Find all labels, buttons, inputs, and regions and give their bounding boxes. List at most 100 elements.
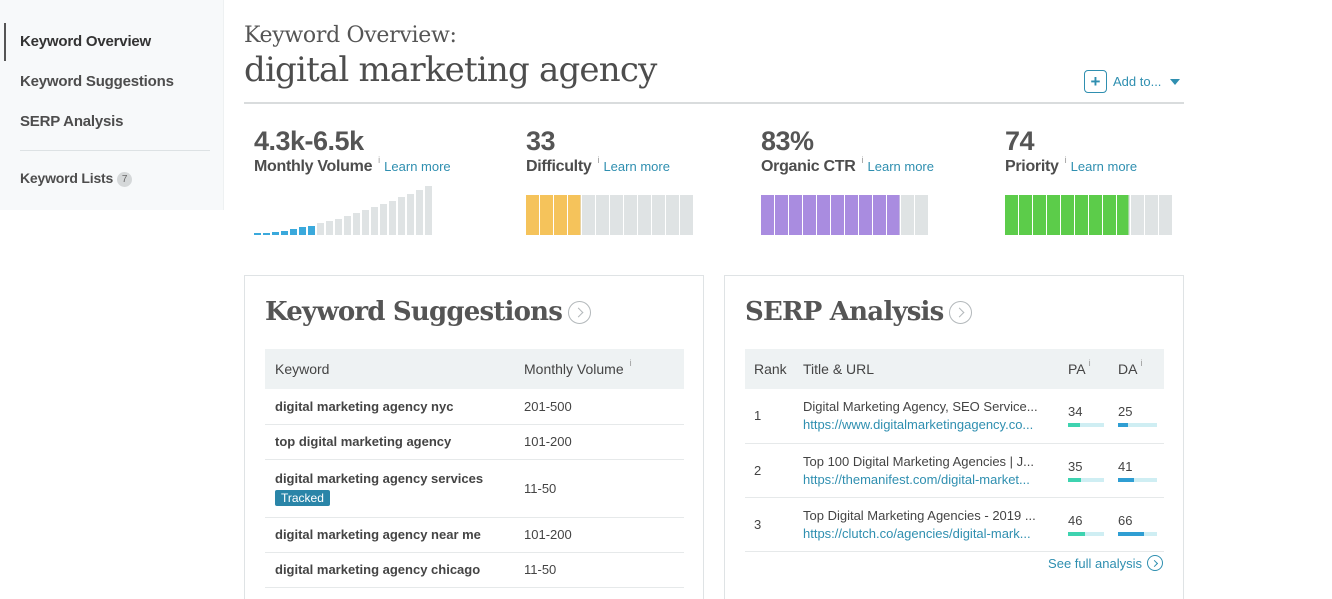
keyword-suggestions-card: Keyword Suggestions Keyword Monthly Volu… bbox=[244, 275, 704, 599]
pa-value: 35 bbox=[1068, 458, 1083, 474]
column-header-rank[interactable]: Rank bbox=[754, 361, 787, 377]
info-icon[interactable]: i bbox=[861, 155, 864, 165]
volume-step-bar bbox=[299, 227, 306, 235]
da-bar-fill bbox=[1118, 531, 1144, 536]
volume-step-bar bbox=[326, 221, 333, 235]
page-title: digital marketing agency bbox=[244, 50, 657, 90]
info-icon[interactable]: i bbox=[1064, 155, 1067, 165]
table-header-row: Rank Title & URL PA i DA i bbox=[745, 349, 1164, 389]
organic-ctr-meter bbox=[761, 195, 929, 235]
table-row[interactable]: top digital marketing agency 101-200 bbox=[265, 424, 684, 460]
table-row[interactable]: 2 Top 100 Digital Marketing Agencies | J.… bbox=[745, 443, 1164, 498]
info-icon[interactable]: i bbox=[1088, 358, 1091, 368]
column-header-title-url[interactable]: Title & URL bbox=[803, 361, 875, 377]
column-header-keyword[interactable]: Keyword bbox=[275, 361, 330, 377]
table-row[interactable]: 3 Top Digital Marketing Agencies - 2019 .… bbox=[745, 497, 1164, 552]
title-url-cell: Top 100 Digital Marketing Agencies | J..… bbox=[803, 443, 1068, 498]
difficulty-learn-more-link[interactable]: Learn more bbox=[603, 159, 670, 174]
meter-segment bbox=[1103, 195, 1116, 235]
keyword-cell[interactable]: top digital marketing agency bbox=[265, 424, 524, 460]
header-divider bbox=[244, 102, 1184, 104]
column-header-da[interactable]: DA i bbox=[1118, 349, 1164, 389]
table-row[interactable]: digital marketing agency services Tracke… bbox=[265, 459, 684, 518]
result-url-link[interactable]: https://themanifest.com/digital-market..… bbox=[803, 471, 1030, 487]
pa-bar-fill bbox=[1068, 531, 1085, 536]
result-url-link[interactable]: https://clutch.co/agencies/digital-mark.… bbox=[803, 525, 1031, 541]
pa-cell: 34 bbox=[1068, 389, 1118, 444]
meter-segment bbox=[554, 195, 567, 235]
volume-cell: 101-200 bbox=[524, 424, 684, 460]
see-full-analysis-link[interactable]: See full analysis bbox=[1048, 555, 1163, 571]
volume-cell: 101-200 bbox=[524, 517, 684, 553]
circle-arrow-right-icon[interactable] bbox=[949, 300, 973, 324]
keyword-cell[interactable]: digital marketing agency chicago bbox=[265, 552, 524, 588]
table-row[interactable]: 1 Digital Marketing Agency, SEO Service..… bbox=[745, 389, 1164, 444]
pa-value: 46 bbox=[1068, 512, 1083, 528]
meter-segment bbox=[817, 195, 830, 235]
da-bar-fill bbox=[1118, 477, 1134, 482]
column-header-pa[interactable]: PA i bbox=[1068, 349, 1118, 389]
pa-bar bbox=[1068, 423, 1104, 428]
table-header-row: Keyword Monthly Volume i bbox=[265, 349, 684, 389]
volume-step-bar bbox=[362, 210, 369, 235]
meter-segment bbox=[666, 195, 679, 235]
result-url-link[interactable]: https://www.digitalmarketingagency.co... bbox=[803, 417, 1034, 433]
info-icon[interactable]: i bbox=[378, 155, 381, 165]
rank-cell: 3 bbox=[745, 497, 803, 552]
keyword-cell[interactable]: digital marketing agency nyc bbox=[265, 389, 524, 425]
keyword-suggestions-heading[interactable]: Keyword Suggestions bbox=[265, 297, 592, 327]
meter-segment bbox=[1117, 195, 1130, 235]
circle-arrow-right-icon[interactable] bbox=[568, 300, 592, 324]
table-row[interactable]: digital marketing agency chicago 11-50 bbox=[265, 552, 684, 588]
circle-arrow-right-icon bbox=[1147, 555, 1163, 571]
monthly-volume-learn-more-link[interactable]: Learn more bbox=[384, 159, 451, 174]
volume-step-bar bbox=[263, 233, 270, 235]
difficulty-meter bbox=[526, 195, 694, 235]
meter-segment bbox=[1047, 195, 1060, 235]
priority-label: Priority bbox=[1005, 158, 1059, 175]
serp-analysis-heading[interactable]: SERP Analysis bbox=[745, 297, 973, 327]
meter-segment bbox=[873, 195, 886, 235]
organic-ctr-learn-more-link[interactable]: Learn more bbox=[867, 159, 934, 174]
column-header-monthly-volume[interactable]: Monthly Volume i bbox=[524, 349, 684, 389]
sidebar-item-keyword-lists[interactable]: Keyword Lists 7 bbox=[20, 170, 133, 187]
keyword-lists-count-badge: 7 bbox=[117, 172, 133, 187]
title-url-cell: Top Digital Marketing Agencies - 2019 ..… bbox=[803, 497, 1068, 552]
keyword-cell[interactable]: digital marketing agency services Tracke… bbox=[265, 459, 524, 518]
keyword-cell[interactable]: digital marketing agency near me bbox=[265, 517, 524, 553]
meter-segment bbox=[859, 195, 872, 235]
volume-step-bar bbox=[281, 231, 288, 235]
plus-icon: + bbox=[1084, 70, 1107, 93]
organic-ctr-value: 83% bbox=[761, 126, 814, 156]
pa-cell: 46 bbox=[1068, 497, 1118, 552]
sidebar-item-keyword-overview[interactable]: Keyword Overview bbox=[20, 33, 152, 50]
table-row[interactable]: digital marketing agency nyc 201-500 bbox=[265, 389, 684, 425]
serp-table: Rank Title & URL PA i DA i 1 Digital Market… bbox=[745, 349, 1164, 552]
da-bar bbox=[1118, 531, 1157, 536]
meter-segment bbox=[901, 195, 914, 235]
serp-analysis-title: SERP Analysis bbox=[745, 297, 944, 327]
info-icon[interactable]: i bbox=[597, 155, 600, 165]
result-title: Top Digital Marketing Agencies - 2019 ..… bbox=[803, 507, 1036, 523]
volume-cell: 201-500 bbox=[524, 389, 684, 425]
meter-segment bbox=[1019, 195, 1032, 235]
meter-segment bbox=[831, 195, 844, 235]
volume-step-bar bbox=[290, 229, 297, 235]
da-cell: 66 bbox=[1118, 497, 1164, 552]
keyword-text: digital marketing agency services bbox=[275, 470, 484, 486]
meter-segment bbox=[1131, 195, 1144, 235]
sidebar-item-keyword-suggestions[interactable]: Keyword Suggestions bbox=[20, 73, 174, 90]
sidebar-divider bbox=[20, 150, 210, 151]
priority-learn-more-link[interactable]: Learn more bbox=[1070, 159, 1138, 174]
sidebar-item-serp-analysis[interactable]: SERP Analysis bbox=[20, 113, 124, 130]
add-to-button[interactable]: + Add to... bbox=[1084, 70, 1181, 93]
result-title: Digital Marketing Agency, SEO Service... bbox=[803, 399, 1038, 415]
info-icon[interactable]: i bbox=[629, 358, 632, 368]
volume-step-bar bbox=[407, 194, 414, 235]
meter-segment bbox=[1145, 195, 1158, 235]
active-indicator bbox=[4, 23, 6, 61]
table-row[interactable]: digital marketing agency near me 101-200 bbox=[265, 517, 684, 553]
monthly-volume-chart bbox=[254, 186, 434, 235]
info-icon[interactable]: i bbox=[1140, 358, 1143, 368]
add-to-label: Add to... bbox=[1113, 74, 1162, 89]
